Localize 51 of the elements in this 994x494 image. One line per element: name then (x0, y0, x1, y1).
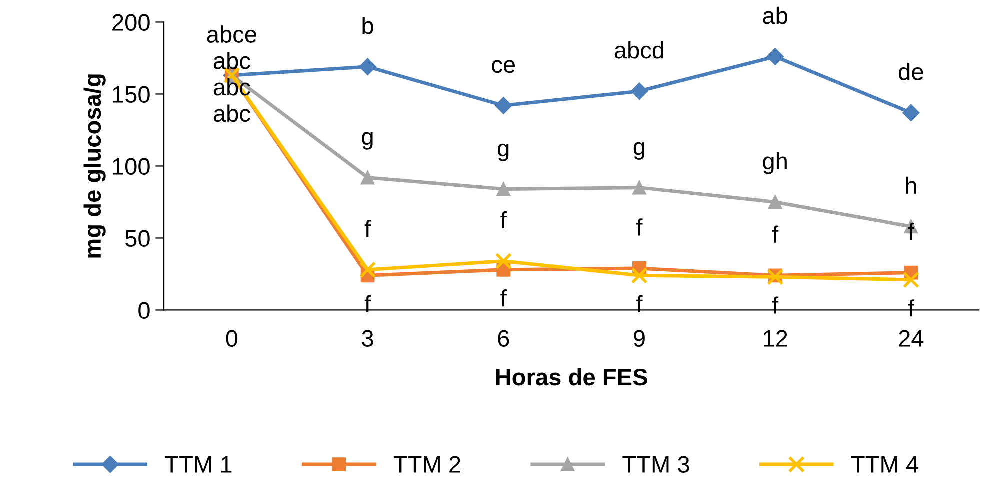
annotation: ce (492, 60, 516, 74)
annotation: abcd (614, 41, 664, 59)
legend-label: TTM 3 (622, 456, 690, 474)
x-tick-label: 6 (498, 330, 510, 348)
annotation: f (908, 222, 914, 240)
point (495, 252, 512, 270)
point (496, 182, 511, 196)
legend-label: TTM 4 (851, 456, 918, 473)
y-tick-label: 50 (126, 230, 150, 248)
annotation: h (906, 176, 916, 194)
annotation: f (500, 289, 507, 307)
annotation: gh (763, 152, 787, 174)
y-tick-label: 0 (138, 302, 150, 320)
annotation: de (899, 63, 924, 80)
point (360, 170, 375, 185)
point (632, 180, 646, 195)
x-axis-title: Horas de FES (496, 368, 648, 386)
annotation: f (636, 295, 643, 312)
y-axis-title: mg de glucosa/g (84, 74, 106, 258)
y-tick-label: 200 (112, 14, 150, 32)
point (495, 97, 512, 114)
annotation: abc (214, 52, 250, 70)
annotation: ab (763, 6, 788, 24)
point (631, 267, 648, 284)
annotation: f (364, 295, 372, 312)
legend-label: TTM 1 (165, 456, 232, 473)
x-tick-label: 0 (226, 330, 238, 348)
annotation: g (498, 144, 509, 162)
legend-label: TTM 2 (394, 456, 460, 473)
point (766, 48, 784, 66)
annotation: abce (207, 26, 256, 43)
annotation: b (362, 16, 374, 34)
annotation: f (500, 211, 507, 228)
point (359, 262, 376, 278)
annotation: f (364, 220, 372, 238)
point (630, 82, 648, 100)
annotation: f (772, 226, 779, 243)
point (902, 104, 920, 122)
x-tick-label: 12 (764, 330, 788, 347)
annotation: f (636, 218, 643, 236)
annotation: g (634, 142, 645, 160)
annotation: g (362, 132, 373, 150)
point (359, 58, 376, 76)
annotation: abc (214, 104, 250, 122)
point (902, 272, 920, 288)
point (768, 195, 782, 210)
y-tick-label: 100 (113, 158, 150, 176)
x-tick-label: 3 (362, 330, 374, 348)
x-tick-label: 9 (634, 330, 645, 348)
x-tick-label: 24 (899, 330, 924, 347)
y-tick-label: 150 (113, 86, 150, 104)
